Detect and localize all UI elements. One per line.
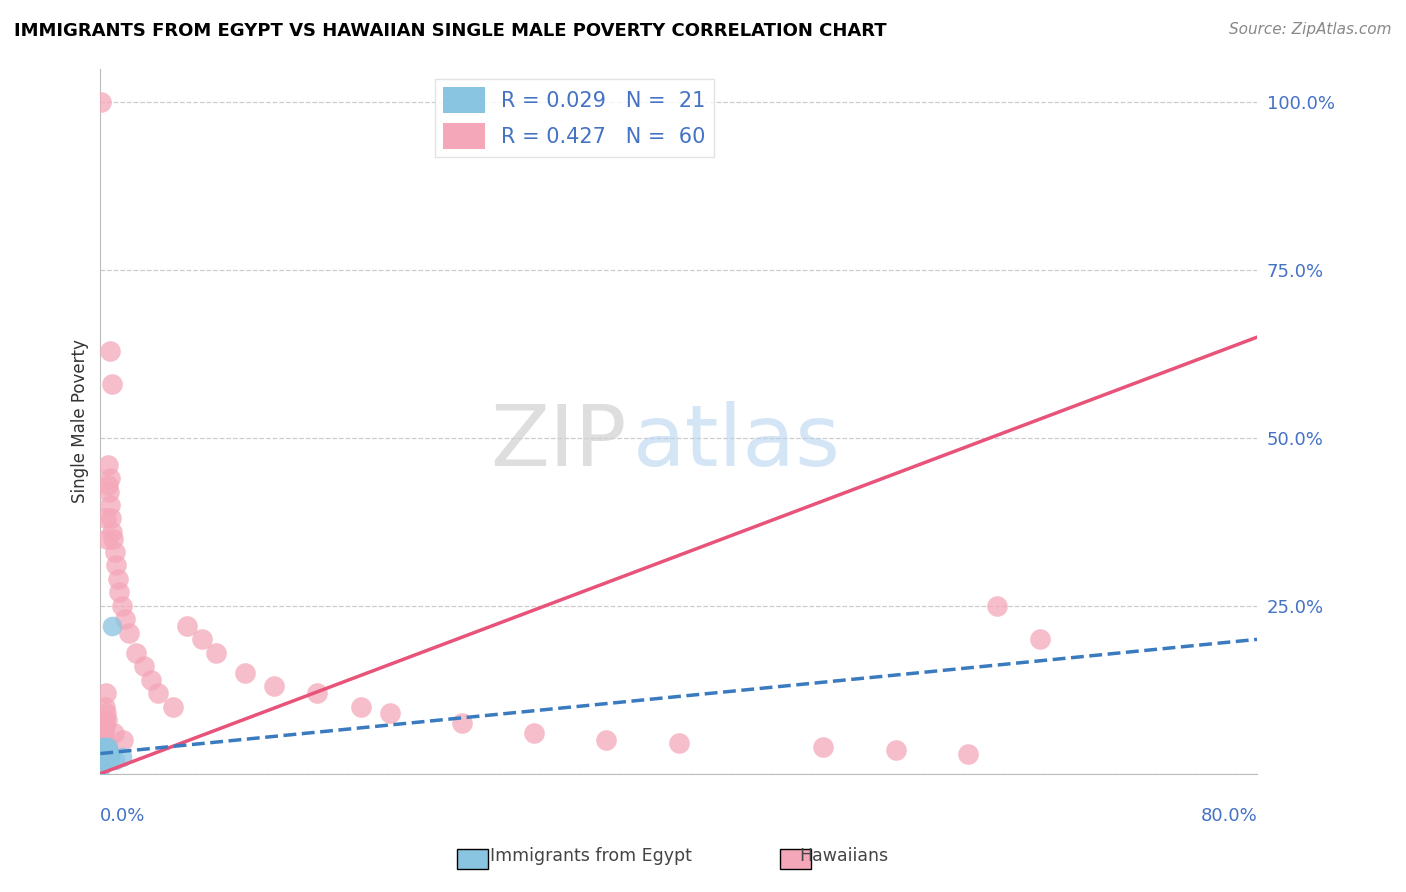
Point: [101, 524, 124, 539]
Point: [595, 733, 617, 747]
Text: 0.0%: 0.0%: [100, 806, 146, 825]
Point: [956, 747, 979, 761]
Point: [91, 743, 114, 757]
Point: [93, 753, 115, 767]
Point: [104, 545, 127, 559]
Point: [90, 95, 112, 109]
Point: [139, 673, 162, 687]
Point: [105, 558, 128, 573]
Point: [233, 665, 256, 680]
Point: [1029, 632, 1052, 647]
Point: [96, 713, 118, 727]
Point: [103, 532, 125, 546]
Point: [884, 743, 907, 757]
Point: [90, 753, 112, 767]
Y-axis label: Single Male Poverty: Single Male Poverty: [72, 339, 89, 503]
Point: [205, 646, 228, 660]
Point: [162, 699, 184, 714]
Point: [111, 750, 134, 764]
Point: [100, 498, 122, 512]
Point: [98, 484, 121, 499]
Point: [111, 599, 134, 613]
Point: [93, 713, 115, 727]
Point: [93, 726, 115, 740]
Text: 80.0%: 80.0%: [1201, 806, 1257, 825]
Text: Source: ZipAtlas.com: Source: ZipAtlas.com: [1229, 22, 1392, 37]
Text: ZIP: ZIP: [491, 401, 627, 483]
Point: [98, 471, 121, 485]
Point: [112, 733, 135, 747]
Point: [450, 716, 472, 731]
Point: [91, 747, 114, 761]
Point: [125, 646, 148, 660]
Point: [94, 706, 117, 721]
Point: [307, 686, 329, 700]
Point: [986, 599, 1008, 613]
Point: [96, 532, 118, 546]
Point: [90, 747, 112, 761]
Point: [94, 720, 117, 734]
Point: [97, 743, 120, 757]
Text: Immigrants from Egypt: Immigrants from Egypt: [489, 847, 692, 864]
Point: [91, 743, 114, 757]
Point: [93, 739, 115, 754]
Point: [97, 739, 120, 754]
Point: [523, 726, 546, 740]
Point: [93, 747, 115, 761]
Point: [96, 511, 118, 525]
Point: [93, 750, 115, 764]
Point: [91, 750, 114, 764]
Point: [90, 753, 112, 767]
Point: [101, 619, 124, 633]
Point: [98, 753, 121, 767]
Point: [90, 756, 112, 771]
Point: [94, 743, 117, 757]
Point: [668, 736, 690, 750]
Point: [91, 733, 114, 747]
Point: [378, 706, 401, 721]
Point: [100, 747, 122, 761]
Point: [114, 612, 136, 626]
Point: [148, 686, 170, 700]
Point: [108, 585, 131, 599]
Point: [94, 747, 117, 761]
Point: [91, 739, 114, 754]
Point: [90, 760, 112, 774]
Point: [98, 343, 121, 358]
Point: [104, 753, 127, 767]
Legend: R = 0.029   N =  21, R = 0.427   N =  60: R = 0.029 N = 21, R = 0.427 N = 60: [434, 78, 714, 157]
Point: [100, 511, 122, 525]
Text: IMMIGRANTS FROM EGYPT VS HAWAIIAN SINGLE MALE POVERTY CORRELATION CHART: IMMIGRANTS FROM EGYPT VS HAWAIIAN SINGLE…: [14, 22, 887, 40]
Point: [813, 739, 835, 754]
Point: [349, 699, 371, 714]
Text: atlas: atlas: [633, 401, 841, 483]
Point: [91, 726, 114, 740]
Point: [190, 632, 212, 647]
Text: Hawaiians: Hawaiians: [799, 847, 889, 864]
Point: [94, 686, 117, 700]
Point: [107, 572, 129, 586]
Point: [93, 733, 115, 747]
Point: [96, 750, 118, 764]
Point: [90, 739, 112, 754]
Point: [176, 619, 198, 633]
Point: [93, 720, 115, 734]
Point: [132, 659, 155, 673]
Point: [118, 625, 141, 640]
Point: [91, 736, 114, 750]
Point: [97, 478, 120, 492]
Point: [100, 377, 122, 392]
Point: [103, 726, 125, 740]
Point: [97, 458, 120, 472]
Point: [263, 679, 285, 693]
Point: [94, 699, 117, 714]
